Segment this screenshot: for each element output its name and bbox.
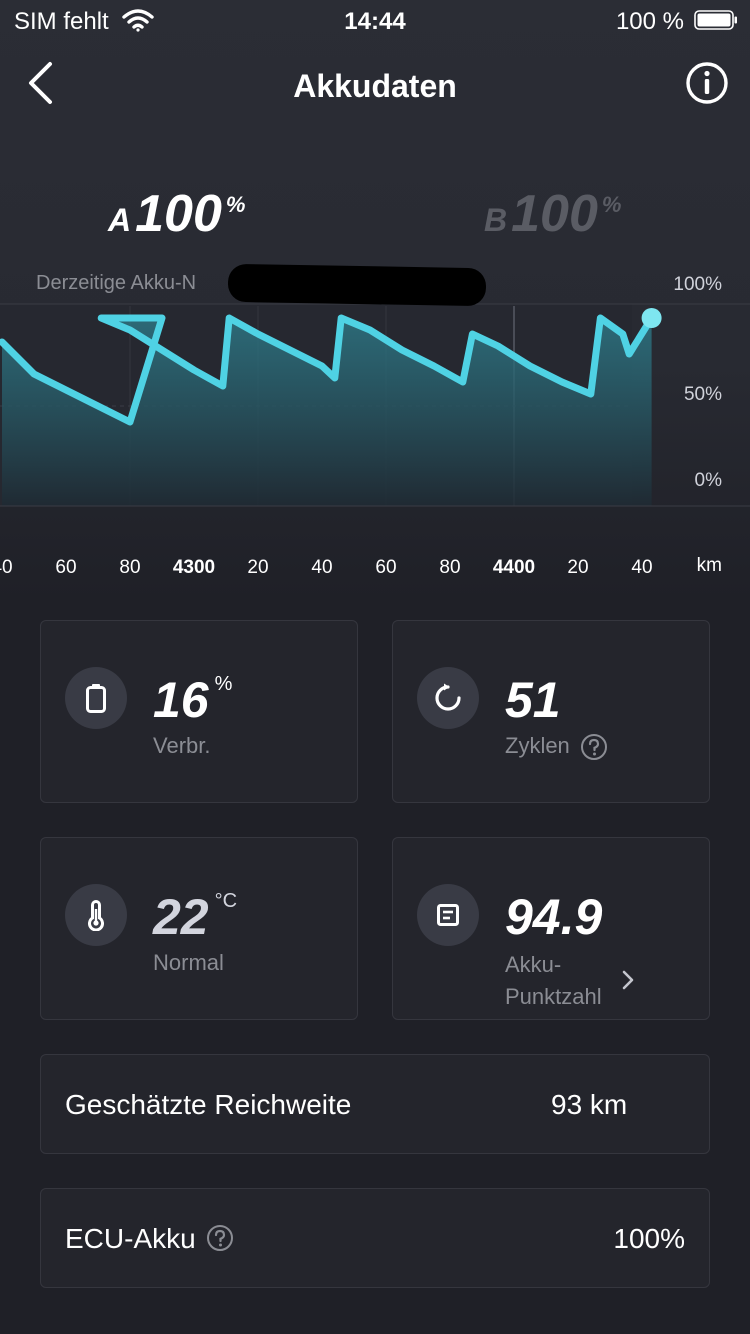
estimated-range-value: 93 km [551,1089,628,1120]
consumption-icon-circle [65,667,127,729]
nav-bar: Akkudaten [0,50,750,120]
chevron-right-icon [622,970,634,990]
chart-x-tick-label: 20 [567,557,588,578]
estimated-range-row: Geschätzte Reichweite 93 km [40,1054,710,1154]
redaction-bar [227,263,487,307]
battery-a-percentage: A100% [108,184,245,244]
battery-history-chart[interactable]: 100% 50% 0% 40 60 80 4300 20 40 60 80 4400 20 40 km [0,270,750,590]
battery-b-percentage[interactable]: B100% [484,184,621,244]
score-label-line2: Punktzahl [505,970,634,1012]
chart-y-tick-label: 50% [684,384,722,405]
temperature-label: Normal [153,950,224,975]
battery-a-letter: A [108,202,132,238]
temperature-unit: °C [214,890,238,912]
chart-x-tick-label: 80 [439,557,460,578]
estimated-range-label: Geschätzte Reichweite [65,1089,352,1120]
page-title: Akkudaten [293,68,457,104]
chart-x-tick-label: 60 [55,557,76,578]
score-value: 94.9 [505,889,603,945]
temperature-icon-circle [65,884,127,946]
refresh-icon [435,683,461,711]
ecu-battery-row: ECU-Akku 100% [40,1188,710,1288]
cycles-label: Zyklen [505,733,570,758]
cycles-label-row: Zyklen [505,733,608,761]
cycles-icon-circle [417,667,479,729]
chart-x-tick-label: 40 [631,557,652,578]
score-label: Akku- Punktzahl [505,950,634,1012]
chart-x-tick-label: 60 [375,557,396,578]
score-icon-circle [417,884,479,946]
ecu-battery-label: ECU-Akku [65,1223,196,1254]
chart-x-tick-label: 40 [311,557,332,578]
carrier-label: SIM fehlt [14,8,109,35]
temperature-value: 22 °C [153,888,237,946]
chart-area-fill [2,318,652,506]
battery-score-card[interactable]: 94.9 Akku- Punktzahl [392,837,710,1020]
battery-a-value: 100 [135,185,222,243]
consumption-unit: % [214,673,233,695]
chart-x-tick-label: 4400 [493,557,535,578]
chart-caption: Derzeitige Akku-N [36,272,197,294]
score-label-line1: Akku- [505,952,562,977]
thermometer-icon [88,900,104,931]
wifi-icon [122,9,154,32]
battery-percent: 100 % [615,8,684,35]
chart-current-point [641,308,662,328]
consumption-card: 16% Verbr. [40,620,358,803]
clock: 14:44 [344,8,406,35]
battery-b-letter: B [484,202,508,238]
chart-y-tick-label: 0% [695,470,723,491]
battery-b-unit: % [601,192,622,217]
status-bar: SIM fehlt 14:44 100 % [0,0,750,40]
battery-b-value: 100 [511,185,598,243]
question-icon[interactable] [206,1224,234,1252]
chart-x-tick-label: 4300 [173,557,215,578]
consumption-label: Verbr. [153,733,211,758]
chart-y-tick-label: 100% [673,274,722,295]
score-label-text: Punktzahl [505,984,602,1009]
cycles-value: 51 [505,672,561,728]
chart-x-tick-label: 80 [119,557,140,578]
consumption-number: 16 [153,672,209,728]
temperature-number: 22 [153,889,209,945]
document-icon [437,904,459,926]
battery-a-unit: % [225,192,246,217]
ecu-battery-label-row: ECU-Akku [65,1223,234,1255]
ecu-battery-value: 100% [613,1223,685,1254]
consumption-value: 16% [153,671,232,729]
battery-icon [86,684,106,713]
battery-icon [694,10,737,30]
temperature-card: 22 °C Normal [40,837,358,1020]
info-icon[interactable] [684,60,730,106]
chart-x-tick-label: 40 [0,557,13,578]
question-icon[interactable] [580,733,608,761]
chart-series-line [0,314,656,426]
chart-x-tick-label: 20 [247,557,268,578]
chevron-left-icon[interactable] [22,58,62,108]
chart-x-unit-label: km [697,555,722,576]
cycles-card: 51 Zyklen [392,620,710,803]
